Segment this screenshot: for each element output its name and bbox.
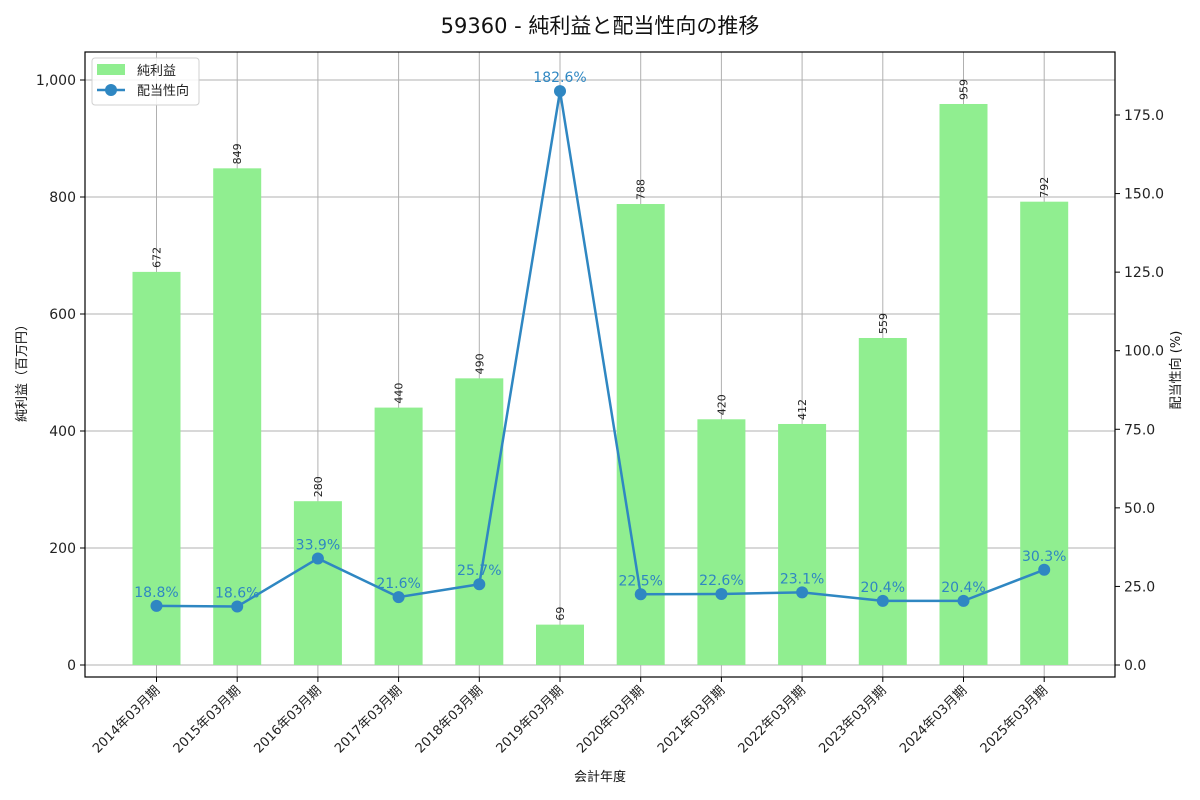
bar-value-labels: 672 849 280 440 490 69 788 420 412 559 959 792 [151, 79, 1052, 621]
legend-label-net-income: 純利益 [137, 64, 176, 79]
x-tick-label: 2024年03月期 [897, 683, 970, 756]
x-tick-label: 2018年03月期 [413, 683, 486, 756]
axes: 0 200 400 600 800 1,000 0.0 25.0 50.0 75.0 100.0 12… [15, 51, 1184, 785]
legend-label-payout-ratio: 配当性向 [137, 83, 189, 99]
x-tick-label: 2023年03月期 [816, 683, 889, 756]
y-tick-label: 800 [49, 190, 76, 206]
line-marker [554, 85, 566, 98]
bar-value-label: 672 [151, 247, 164, 268]
line-marker [634, 588, 647, 601]
x-tick-label: 2017年03月期 [332, 683, 405, 756]
bar-value-label: 440 [393, 383, 406, 404]
x-tick-label: 2019年03月期 [494, 683, 567, 756]
payout-ratio-label: 33.9% [296, 537, 340, 553]
line-series: 18.8% 18.6% 33.9% 21.6% 25.7% 182.6% 22.5% 22.6… [134, 70, 1066, 613]
payout-ratio-label: 18.6% [215, 586, 259, 602]
x-tick-label: 2021年03月期 [655, 683, 728, 756]
y2-axis-label: 配当性向 (%) [1168, 331, 1184, 410]
payout-ratio-label: 18.8% [134, 585, 178, 601]
y-tick-label: 1,000 [36, 73, 76, 89]
legend-bar-swatch [97, 64, 125, 75]
bar-value-label: 792 [1038, 177, 1051, 198]
bar [293, 501, 342, 665]
payout-ratio-label: 23.1% [780, 571, 824, 587]
payout-ratio-label: 30.3% [1022, 549, 1066, 565]
line-marker [876, 594, 889, 607]
payout-ratio-label: 182.6% [533, 70, 586, 86]
bar-value-label: 849 [231, 143, 244, 164]
line-marker [1038, 563, 1051, 576]
line-marker [473, 578, 486, 591]
payout-ratio-label: 25.7% [457, 563, 501, 579]
bar [1020, 201, 1069, 665]
x-axis-label: 会計年度 [574, 769, 626, 785]
payout-ratio-label: 22.5% [618, 573, 662, 589]
line-marker [715, 587, 728, 600]
line-marker [392, 591, 405, 604]
bar-value-label: 280 [312, 476, 325, 497]
bar-value-label: 788 [635, 179, 648, 200]
bar [697, 419, 746, 665]
payout-ratio-label: 22.6% [699, 573, 743, 589]
payout-ratio-label: 20.4% [941, 580, 985, 596]
x-tick-label: 2020年03月期 [574, 683, 647, 756]
bar [132, 271, 181, 665]
y-tick-label: 600 [49, 307, 76, 323]
bar-value-label: 69 [554, 607, 567, 621]
y-tick-label: 200 [49, 541, 76, 557]
bar [939, 103, 988, 666]
bar-value-label: 412 [796, 399, 809, 420]
x-tick-label: 2014年03月期 [90, 683, 163, 756]
y2-tick-label: 25.0 [1124, 579, 1155, 595]
y-tick-label: 0 [67, 658, 76, 674]
x-tick-label: 2025年03月期 [978, 683, 1051, 756]
line-marker [231, 600, 244, 613]
bar [455, 378, 504, 665]
x-tick-label: 2022年03月期 [736, 683, 809, 756]
bar [778, 423, 827, 665]
bar-value-label: 959 [958, 79, 971, 100]
chart-title: 59360 - 純利益と配当性向の推移 [440, 14, 760, 38]
y-axis-label: 純利益（百万円） [15, 318, 30, 422]
legend-line-marker [105, 84, 117, 96]
axes-frame [84, 51, 1116, 678]
y-tick-label: 400 [49, 424, 76, 440]
y2-tick-label: 150.0 [1124, 187, 1164, 203]
line-marker [150, 599, 163, 612]
bar [858, 337, 907, 665]
bar-series [132, 103, 1069, 666]
y2-tick-label: 50.0 [1124, 501, 1155, 517]
bar [536, 624, 584, 665]
line-marker [957, 594, 970, 607]
payout-ratio-line [156, 90, 1045, 608]
y2-tick-label: 125.0 [1124, 265, 1164, 281]
y2-tick-label: 0.0 [1124, 658, 1146, 674]
bar [374, 407, 423, 665]
bar-value-label: 490 [473, 353, 486, 374]
y2-tick-label: 75.0 [1124, 422, 1155, 438]
bar [213, 168, 262, 665]
payout-ratio-label: 21.6% [376, 576, 420, 592]
line-marker [311, 552, 324, 565]
y2-tick-label: 100.0 [1124, 344, 1164, 360]
bar-value-label: 420 [715, 394, 728, 415]
payout-ratio-label: 20.4% [861, 580, 905, 596]
x-tick-label: 2016年03月期 [251, 683, 324, 756]
line-marker [796, 586, 809, 599]
y2-tick-label: 175.0 [1124, 108, 1164, 124]
bar-value-label: 559 [877, 313, 890, 334]
x-tick-label: 2015年03月期 [171, 683, 244, 756]
